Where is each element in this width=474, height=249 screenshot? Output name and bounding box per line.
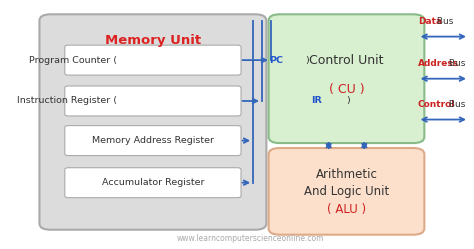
FancyBboxPatch shape bbox=[39, 14, 266, 230]
Text: Memory Unit: Memory Unit bbox=[105, 34, 201, 47]
Text: ): ) bbox=[344, 96, 351, 106]
FancyBboxPatch shape bbox=[65, 125, 241, 156]
Text: Data: Data bbox=[418, 17, 442, 26]
Text: Control Unit: Control Unit bbox=[309, 54, 384, 67]
FancyBboxPatch shape bbox=[65, 86, 241, 116]
Text: PC: PC bbox=[269, 56, 283, 65]
FancyBboxPatch shape bbox=[269, 148, 424, 235]
FancyBboxPatch shape bbox=[269, 14, 424, 143]
Text: Instruction Register (: Instruction Register ( bbox=[17, 96, 119, 106]
Text: Program Counter (: Program Counter ( bbox=[28, 56, 119, 65]
Text: Address: Address bbox=[418, 59, 459, 68]
Text: Arithmetic: Arithmetic bbox=[316, 168, 377, 181]
FancyBboxPatch shape bbox=[65, 45, 241, 75]
Text: Accumulator Register: Accumulator Register bbox=[101, 178, 204, 187]
Text: www.learncomputerscienceonline.com: www.learncomputerscienceonline.com bbox=[177, 234, 325, 243]
Text: Bus: Bus bbox=[434, 17, 453, 26]
Text: And Logic Unit: And Logic Unit bbox=[304, 185, 389, 198]
FancyBboxPatch shape bbox=[65, 168, 241, 198]
Text: ): ) bbox=[303, 56, 310, 65]
Text: Bus: Bus bbox=[446, 100, 465, 109]
Text: Memory Address Register: Memory Address Register bbox=[92, 136, 214, 145]
Text: ( CU ): ( CU ) bbox=[328, 83, 365, 96]
Text: Control: Control bbox=[418, 100, 455, 109]
Text: IR: IR bbox=[311, 96, 322, 106]
Text: Bus: Bus bbox=[446, 59, 465, 68]
Text: ( ALU ): ( ALU ) bbox=[327, 203, 366, 216]
